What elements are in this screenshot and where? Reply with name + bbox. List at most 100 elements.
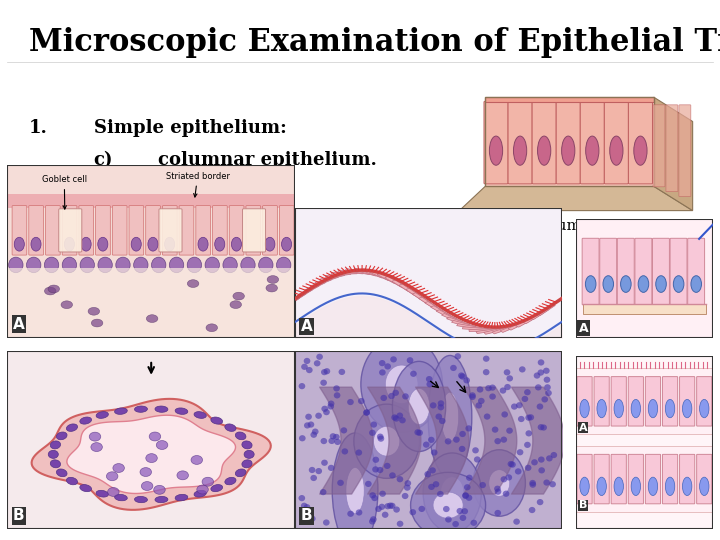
Ellipse shape	[534, 373, 540, 379]
Ellipse shape	[545, 390, 552, 396]
Ellipse shape	[341, 427, 347, 434]
Ellipse shape	[379, 491, 386, 497]
Ellipse shape	[433, 492, 463, 518]
Bar	[7, 194, 295, 208]
Ellipse shape	[96, 449, 108, 458]
Ellipse shape	[526, 430, 532, 436]
Ellipse shape	[364, 409, 370, 415]
Ellipse shape	[513, 518, 520, 525]
Ellipse shape	[528, 414, 534, 421]
Ellipse shape	[402, 393, 409, 400]
Ellipse shape	[323, 409, 330, 415]
Ellipse shape	[315, 468, 322, 474]
Ellipse shape	[358, 398, 364, 404]
Ellipse shape	[187, 257, 202, 273]
Ellipse shape	[88, 310, 99, 319]
Ellipse shape	[603, 276, 613, 292]
Ellipse shape	[551, 452, 557, 458]
Ellipse shape	[513, 136, 527, 165]
Ellipse shape	[404, 484, 410, 491]
Ellipse shape	[424, 471, 431, 477]
Ellipse shape	[323, 368, 330, 374]
FancyBboxPatch shape	[629, 102, 652, 184]
Polygon shape	[484, 327, 508, 334]
Ellipse shape	[610, 136, 623, 165]
Ellipse shape	[282, 237, 292, 251]
Ellipse shape	[56, 469, 67, 477]
Polygon shape	[431, 306, 450, 316]
Ellipse shape	[316, 354, 323, 360]
FancyBboxPatch shape	[617, 238, 634, 305]
Ellipse shape	[151, 257, 166, 273]
Ellipse shape	[410, 509, 416, 515]
Ellipse shape	[405, 480, 411, 487]
Ellipse shape	[175, 494, 188, 501]
FancyBboxPatch shape	[59, 209, 82, 252]
Ellipse shape	[379, 360, 385, 366]
FancyBboxPatch shape	[662, 376, 678, 426]
Ellipse shape	[148, 237, 158, 251]
Ellipse shape	[225, 424, 236, 431]
Ellipse shape	[320, 380, 327, 386]
Ellipse shape	[469, 394, 476, 400]
Ellipse shape	[683, 477, 692, 496]
Ellipse shape	[80, 484, 91, 492]
Ellipse shape	[330, 433, 336, 440]
Ellipse shape	[235, 469, 246, 477]
FancyBboxPatch shape	[196, 206, 210, 255]
Polygon shape	[500, 323, 522, 333]
Ellipse shape	[399, 417, 406, 423]
Ellipse shape	[495, 438, 501, 444]
Ellipse shape	[265, 237, 275, 251]
Ellipse shape	[242, 441, 252, 449]
Ellipse shape	[235, 432, 246, 440]
Ellipse shape	[426, 376, 433, 382]
Ellipse shape	[56, 432, 67, 440]
Ellipse shape	[580, 400, 589, 418]
Ellipse shape	[528, 507, 536, 513]
Polygon shape	[469, 329, 495, 332]
Ellipse shape	[62, 257, 76, 273]
Ellipse shape	[310, 475, 317, 481]
Ellipse shape	[397, 521, 403, 527]
Ellipse shape	[410, 472, 485, 538]
Ellipse shape	[333, 385, 340, 392]
Ellipse shape	[562, 136, 575, 165]
Polygon shape	[446, 317, 469, 326]
Ellipse shape	[450, 365, 456, 371]
Ellipse shape	[135, 496, 148, 503]
Ellipse shape	[490, 136, 503, 165]
Ellipse shape	[361, 336, 443, 433]
Ellipse shape	[546, 455, 553, 462]
Bar	[7, 268, 295, 338]
Ellipse shape	[416, 430, 423, 436]
Ellipse shape	[347, 511, 354, 517]
Ellipse shape	[700, 400, 709, 418]
Ellipse shape	[384, 503, 391, 509]
FancyBboxPatch shape	[688, 238, 705, 305]
Ellipse shape	[81, 237, 91, 251]
Polygon shape	[325, 272, 351, 278]
Ellipse shape	[356, 449, 362, 456]
Ellipse shape	[66, 477, 78, 485]
Bar	[583, 304, 706, 314]
Polygon shape	[508, 320, 529, 330]
Ellipse shape	[240, 257, 255, 273]
Ellipse shape	[538, 424, 544, 430]
Ellipse shape	[492, 427, 498, 433]
Ellipse shape	[477, 387, 483, 393]
Ellipse shape	[269, 320, 280, 328]
Text: c): c)	[94, 151, 113, 169]
Ellipse shape	[194, 490, 207, 497]
Ellipse shape	[473, 450, 526, 516]
Ellipse shape	[500, 436, 507, 443]
FancyBboxPatch shape	[594, 376, 609, 426]
Text: Goblet cell: Goblet cell	[42, 175, 87, 209]
Ellipse shape	[691, 276, 701, 292]
Ellipse shape	[84, 285, 95, 293]
Ellipse shape	[469, 392, 476, 399]
Ellipse shape	[244, 450, 254, 458]
Polygon shape	[310, 278, 332, 288]
Ellipse shape	[375, 506, 382, 512]
FancyBboxPatch shape	[580, 102, 604, 184]
